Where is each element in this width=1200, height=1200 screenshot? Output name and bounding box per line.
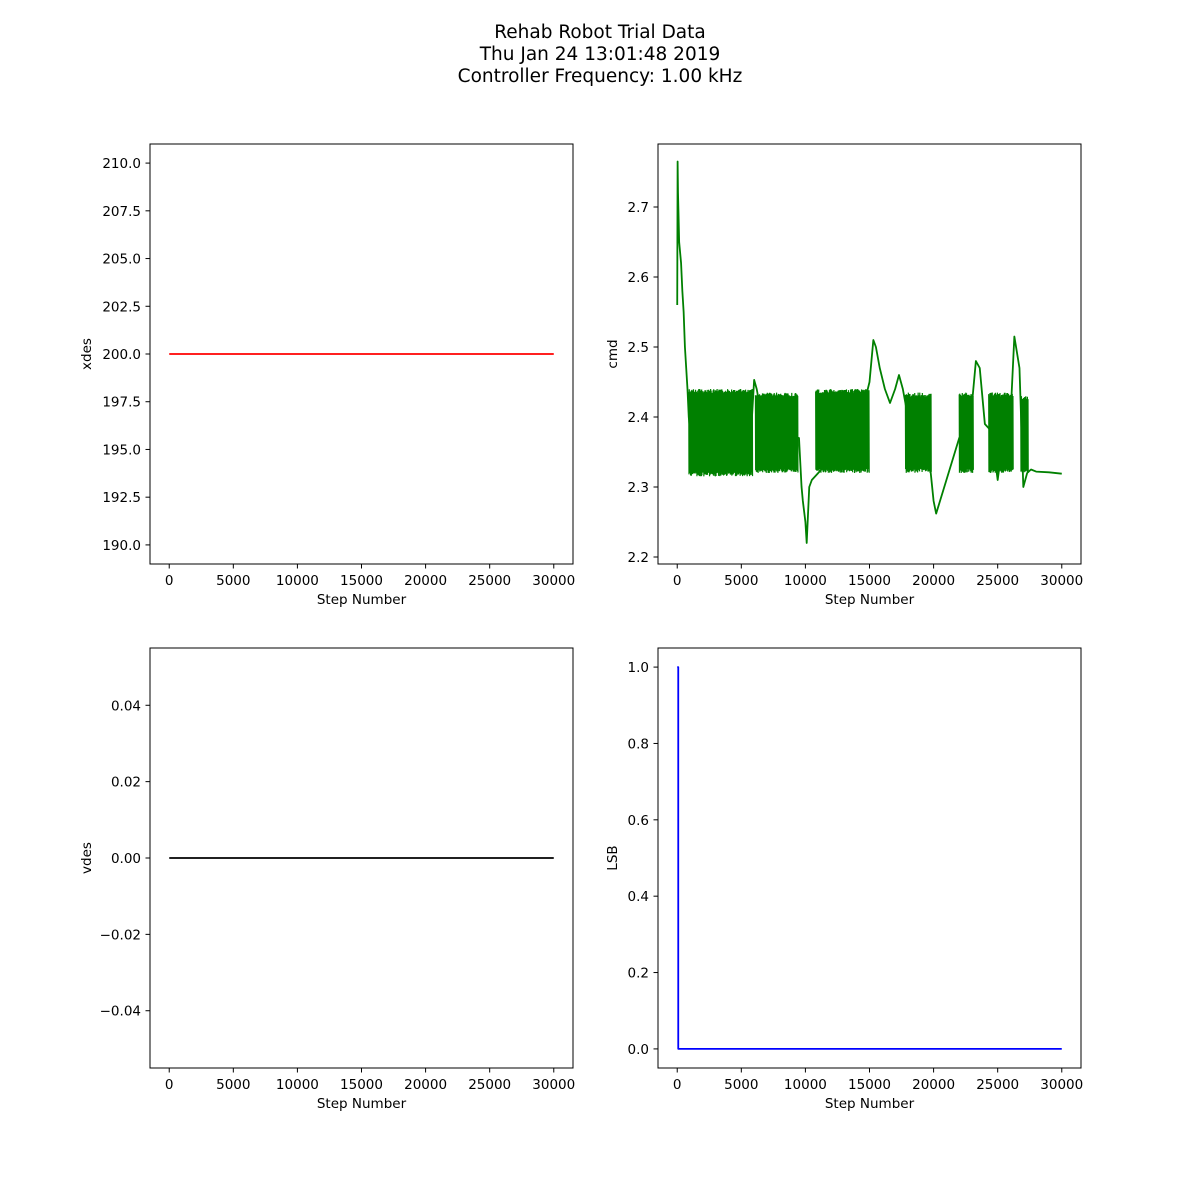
y-tick-label: 2.5 xyxy=(628,340,649,356)
oscillation-band-cmd-2 xyxy=(815,388,870,473)
y-tick-label: 190.0 xyxy=(102,538,141,554)
x-tick-label: 25000 xyxy=(976,1077,1019,1093)
y-tick-label: 202.5 xyxy=(102,299,141,315)
chart-vdes: 0 5000 10000 15000 20000 25000 30000 −0.04 −0.02… xyxy=(79,647,575,1112)
x-tick-label: 0 xyxy=(165,1077,174,1093)
axes-frame-LSB xyxy=(657,647,1082,1069)
figure-title-line-3: Controller Frequency: 1.00 kHz xyxy=(457,66,743,87)
y-tick-label: 192.5 xyxy=(102,490,141,506)
oscillation-band-cmd-6 xyxy=(1020,396,1029,473)
plot-area-LSB xyxy=(677,666,1062,1050)
y-tick-label: 197.5 xyxy=(102,395,141,411)
y-tick-label: 2.7 xyxy=(628,200,649,216)
x-tick-label: 25000 xyxy=(468,1077,511,1093)
x-tick-label: 15000 xyxy=(848,573,891,589)
y-tick-label: 200.0 xyxy=(102,347,141,363)
y-tick-label: 0.04 xyxy=(111,698,141,714)
y-tick-label: 210.0 xyxy=(102,156,141,172)
x-axis-label-xdes: Step Number xyxy=(317,592,407,608)
y-tick-label: 0.2 xyxy=(628,966,649,982)
chart-cmd: 0 5000 10000 15000 20000 25000 30000 2.2 2.3 2.4 2… xyxy=(605,143,1083,608)
x-tick-label: 0 xyxy=(673,573,682,589)
oscillation-band-cmd-5 xyxy=(988,392,1014,473)
x-tick-label: 20000 xyxy=(404,573,447,589)
figure-title-line-1: Rehab Robot Trial Data xyxy=(494,22,706,43)
y-tick-label: 0.8 xyxy=(628,736,649,752)
y-tick-label: 1.0 xyxy=(628,660,649,676)
chart-LSB: 0 5000 10000 15000 20000 25000 30000 0.0 0.2 0.4 0… xyxy=(605,647,1083,1112)
x-tick-label: 20000 xyxy=(404,1077,447,1093)
y-tick-label: 205.0 xyxy=(102,252,141,268)
y-tick-label: 2.6 xyxy=(628,270,649,286)
x-axis-label-LSB: Step Number xyxy=(825,1096,915,1112)
plot-area-cmd xyxy=(676,160,1062,544)
x-tick-label: 30000 xyxy=(532,573,575,589)
x-tick-label: 25000 xyxy=(468,573,511,589)
oscillation-band-cmd-0 xyxy=(688,389,754,477)
y-axis-label-LSB: LSB xyxy=(605,845,621,870)
x-tick-label: 10000 xyxy=(276,573,319,589)
x-tick-label: 15000 xyxy=(848,1077,891,1093)
x-tick-label: 30000 xyxy=(1040,1077,1083,1093)
x-tick-label: 25000 xyxy=(976,573,1019,589)
y-tick-label: 2.3 xyxy=(628,480,649,496)
series-line-LSB-0 xyxy=(677,666,1062,1050)
series-line-cmd-0 xyxy=(676,160,1062,544)
x-tick-label: 10000 xyxy=(784,1077,827,1093)
x-tick-label: 10000 xyxy=(276,1077,319,1093)
y-axis-label-cmd: cmd xyxy=(605,339,621,368)
x-tick-label: 15000 xyxy=(340,573,383,589)
y-tick-label: 0.00 xyxy=(111,851,141,867)
y-axis-label-xdes: xdes xyxy=(79,338,95,370)
x-tick-label: 20000 xyxy=(912,573,955,589)
chart-xdes: 0 5000 10000 15000 20000 25000 30000 190.0 192.5… xyxy=(79,143,575,608)
x-axis-label-cmd: Step Number xyxy=(825,592,915,608)
y-tick-label: −0.02 xyxy=(100,927,141,943)
x-tick-label: 0 xyxy=(165,573,174,589)
y-tick-label: −0.04 xyxy=(100,1004,141,1020)
x-tick-label: 5000 xyxy=(216,573,250,589)
x-tick-label: 30000 xyxy=(1040,573,1083,589)
x-tick-label: 30000 xyxy=(532,1077,575,1093)
y-tick-label: 195.0 xyxy=(102,442,141,458)
oscillation-band-cmd-3 xyxy=(904,392,932,473)
figure-title-line-2: Thu Jan 24 13:01:48 2019 xyxy=(479,44,721,65)
oscillation-band-cmd-1 xyxy=(754,392,799,473)
y-tick-label: 0.0 xyxy=(628,1042,649,1058)
y-tick-label: 0.02 xyxy=(111,775,141,791)
y-tick-label: 2.2 xyxy=(628,550,649,566)
x-tick-label: 10000 xyxy=(784,573,827,589)
y-tick-label: 0.4 xyxy=(628,889,649,905)
y-tick-label: 207.5 xyxy=(102,204,141,220)
x-tick-label: 20000 xyxy=(912,1077,955,1093)
x-tick-label: 5000 xyxy=(216,1077,250,1093)
x-tick-label: 5000 xyxy=(724,573,758,589)
x-tick-label: 15000 xyxy=(340,1077,383,1093)
x-axis-label-vdes: Step Number xyxy=(317,1096,407,1112)
x-tick-label: 5000 xyxy=(724,1077,758,1093)
y-tick-label: 2.4 xyxy=(628,410,649,426)
x-tick-label: 0 xyxy=(673,1077,682,1093)
y-tick-label: 0.6 xyxy=(628,813,649,829)
y-axis-label-vdes: vdes xyxy=(79,842,95,874)
